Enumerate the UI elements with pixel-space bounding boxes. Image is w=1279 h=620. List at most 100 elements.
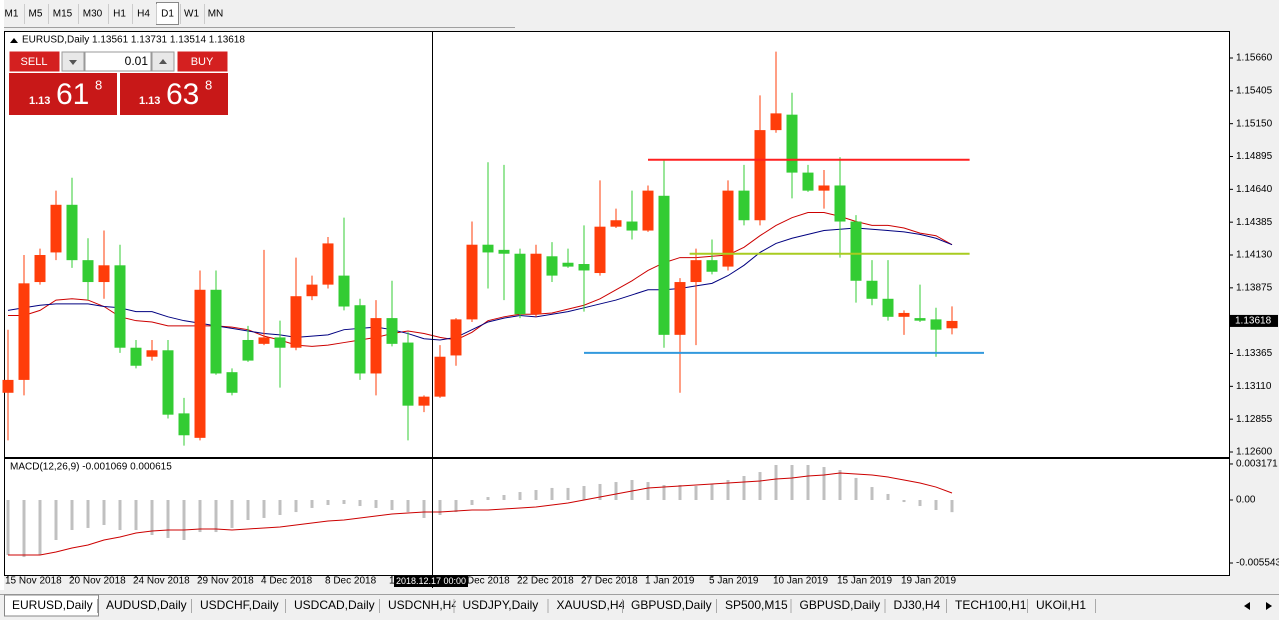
macd-bar	[374, 500, 378, 508]
macd-bar	[326, 500, 330, 505]
macd-bar	[422, 500, 426, 518]
candle-body	[418, 396, 430, 406]
candle-body	[306, 284, 318, 297]
tab[interactable]	[381, 597, 454, 615]
timeframe-label: D1	[161, 9, 174, 20]
tab-label: EURUSD,Daily	[12, 598, 93, 612]
timeframe-button[interactable]	[180, 2, 203, 25]
macd-bar	[214, 500, 218, 533]
timeframe-button[interactable]	[108, 2, 131, 25]
y-tick-label: 1.14385	[1236, 217, 1273, 228]
macd-bar	[550, 487, 554, 500]
macd-panel	[4, 458, 1230, 576]
x-tick-label: 15 Jan 2019	[837, 576, 892, 587]
candle-body	[370, 318, 382, 374]
candle-body	[690, 260, 702, 283]
candle-body	[866, 280, 878, 299]
tab[interactable]	[624, 597, 716, 615]
timeframe-button[interactable]	[48, 2, 77, 25]
plot: 1.15660 1.15405 1.15150 1.14895 1.14640 1.143…	[2, 51, 1279, 587]
tab[interactable]	[549, 597, 623, 615]
ask-prefix: 1.13	[139, 95, 160, 107]
y-tick-label: 1.13110	[1236, 381, 1272, 392]
candle-body	[274, 337, 286, 348]
ask-big: 63	[166, 78, 199, 111]
candle-body	[610, 220, 622, 227]
candle-body	[322, 243, 334, 285]
candle-body	[210, 289, 222, 374]
ask-box[interactable]	[120, 73, 228, 115]
tab[interactable]	[193, 597, 285, 615]
macd-bar	[854, 477, 858, 500]
macd-bar	[70, 500, 74, 530]
candle-body	[786, 114, 798, 173]
macd-bar	[86, 500, 90, 528]
candle-body	[338, 275, 350, 307]
macd-bar	[54, 500, 58, 540]
macd-bar	[870, 487, 874, 500]
macd-bar	[150, 500, 154, 535]
tab[interactable]	[455, 597, 548, 615]
tab[interactable]	[718, 597, 791, 615]
macd-bar	[950, 500, 954, 513]
candle-body	[546, 256, 558, 276]
macd-bar	[918, 500, 922, 507]
candle-body	[482, 244, 494, 253]
timeframe-button[interactable]	[24, 2, 47, 25]
tab[interactable]	[792, 597, 885, 615]
macd-bar	[406, 500, 410, 513]
collapse-icon[interactable]	[10, 38, 18, 43]
bid-box[interactable]	[9, 73, 117, 115]
macd-bar	[6, 500, 10, 555]
x-tick-label: 19 Jan 2019	[901, 576, 956, 587]
macd-bar	[230, 500, 234, 528]
candle-body	[162, 350, 174, 415]
tab-scroll-left[interactable]	[1244, 602, 1250, 610]
macd-bar	[198, 500, 202, 533]
lot-field[interactable]	[84, 51, 152, 72]
x-tick-label: 18 Dec 2018	[453, 576, 510, 587]
candle-body	[290, 296, 302, 348]
tab[interactable]	[948, 597, 1027, 615]
timeframe-button[interactable]	[0, 2, 23, 25]
macd-bar	[646, 482, 650, 500]
candle-body	[258, 337, 270, 344]
candle-body	[578, 264, 590, 271]
tabs: EURUSD,Daily AUDUSD,Daily USDCHF,Daily USDC…	[4, 594, 1096, 617]
buy-button[interactable]	[176, 50, 229, 73]
tab[interactable]	[287, 597, 379, 615]
macd-bar	[598, 483, 602, 500]
tab[interactable]	[99, 597, 191, 615]
macd-bar	[774, 465, 778, 500]
y-tick-label: 1.14640	[1236, 184, 1273, 195]
macd-bar	[758, 472, 762, 500]
macd-bar	[102, 500, 106, 525]
candle-body	[466, 244, 478, 320]
chart-header: EURUSD,Daily 1.13561 1.13731 1.13514 1.1…	[22, 35, 245, 46]
timeframe-button[interactable]	[78, 2, 107, 25]
candle-body	[706, 260, 718, 272]
timeframe-button[interactable]	[204, 2, 227, 25]
macd-bar	[886, 493, 890, 500]
tab-scroll-right[interactable]	[1266, 602, 1272, 610]
macd-title: MACD(12,26,9) -0.001069 0.000615	[10, 462, 172, 473]
macd-bar	[310, 500, 314, 508]
tab-active[interactable]	[4, 594, 99, 617]
timeframe-label: M30	[83, 9, 103, 20]
macd-bar	[166, 500, 170, 538]
timeframe-label: H4	[137, 9, 150, 20]
macd-bar	[838, 470, 842, 500]
ask-sup: 8	[205, 77, 212, 92]
macd-bar	[710, 483, 714, 500]
candle-body	[642, 190, 654, 231]
macd-bar	[358, 500, 362, 507]
candle-body	[226, 372, 238, 393]
sell-button[interactable]	[8, 50, 61, 73]
tab[interactable]	[1029, 597, 1095, 615]
candle-body	[114, 265, 126, 348]
tab[interactable]	[886, 597, 947, 615]
candle-body	[882, 298, 894, 317]
macd-signal	[8, 472, 953, 556]
crosshair-box	[394, 575, 468, 587]
timeframe-button[interactable]	[132, 2, 155, 25]
